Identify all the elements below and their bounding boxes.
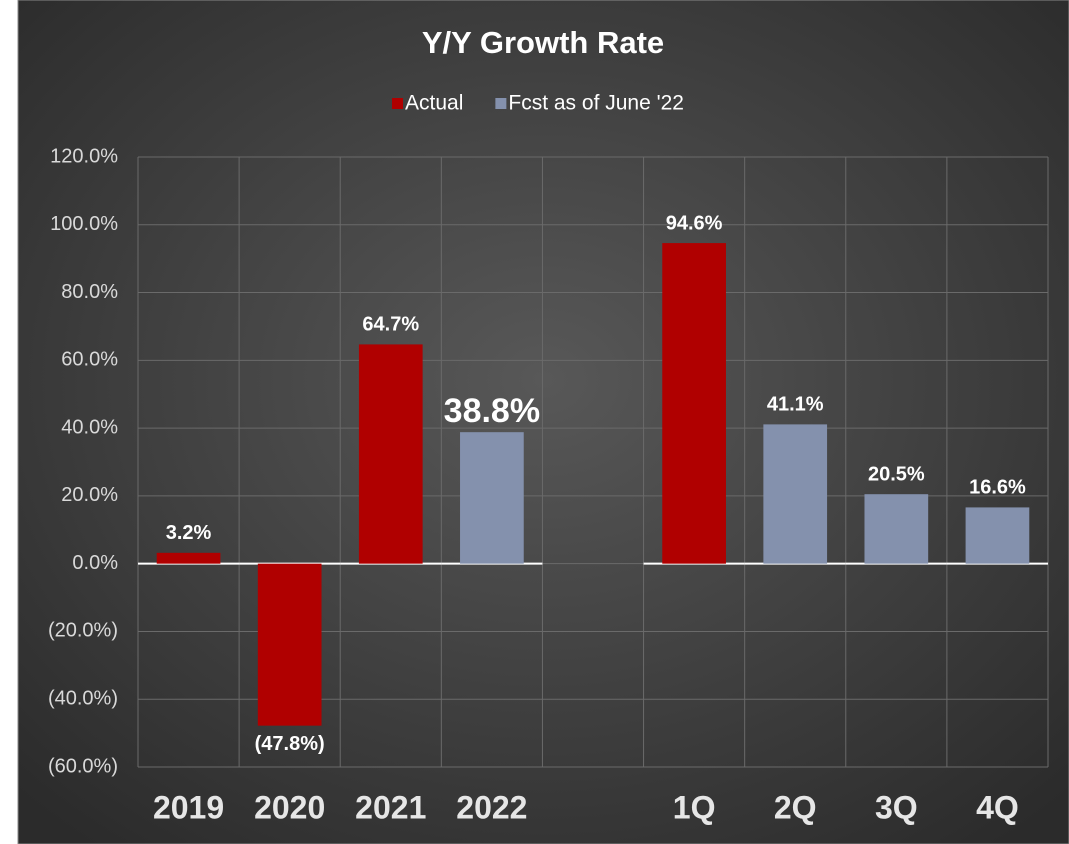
x-tick-label: 2Q — [774, 789, 817, 825]
bar — [460, 432, 524, 564]
x-tick-label: 2019 — [153, 789, 224, 825]
value-label: 94.6% — [666, 212, 723, 234]
x-tick-label: 2022 — [456, 789, 527, 825]
bar — [864, 494, 929, 564]
value-label: 3.2% — [166, 522, 212, 544]
value-label: (47.8%) — [255, 733, 325, 755]
y-tick-label: 20.0% — [61, 484, 118, 506]
legend-label: Fcst as of June '22 — [508, 92, 684, 115]
value-label: 20.5% — [868, 463, 925, 485]
legend-swatch — [495, 98, 507, 109]
x-tick-label: 3Q — [875, 789, 918, 825]
bar — [257, 563, 322, 726]
chart-title: Y/Y Growth Rate — [422, 25, 664, 60]
x-tick-label: 4Q — [976, 789, 1019, 825]
y-tick-label: (40.0%) — [48, 688, 118, 710]
bar — [156, 552, 221, 564]
y-tick-label: (60.0%) — [48, 755, 118, 777]
y-tick-label: 80.0% — [61, 281, 118, 303]
bar — [358, 344, 423, 564]
y-tick-label: (20.0%) — [48, 620, 118, 642]
value-label: 64.7% — [362, 314, 419, 336]
chart-background — [17, 0, 1069, 844]
value-label: 41.1% — [767, 394, 824, 416]
y-tick-label: 40.0% — [61, 416, 118, 438]
y-tick-label: 100.0% — [50, 213, 118, 235]
x-tick-label: 2021 — [355, 789, 426, 825]
y-tick-label: 60.0% — [61, 349, 118, 371]
bar — [662, 243, 726, 564]
x-tick-label: 2020 — [254, 789, 325, 825]
y-tick-label: 120.0% — [50, 145, 118, 167]
bar — [763, 424, 828, 564]
legend-swatch — [392, 98, 403, 109]
value-label: 38.8% — [444, 392, 540, 430]
x-tick-label: 1Q — [673, 789, 716, 825]
legend-label: Actual — [405, 92, 463, 115]
y-tick-label: 0.0% — [72, 552, 118, 574]
bar — [965, 507, 1030, 564]
value-label: 16.6% — [969, 477, 1026, 499]
